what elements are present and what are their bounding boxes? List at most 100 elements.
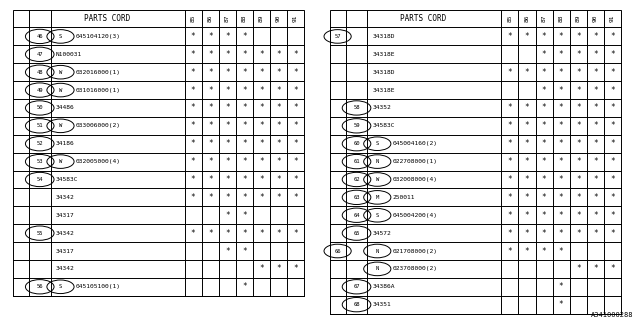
Text: 031016000(1): 031016000(1) <box>76 88 121 92</box>
Text: *: * <box>191 68 195 77</box>
Text: S: S <box>59 284 62 289</box>
Text: *: * <box>593 175 598 184</box>
Text: *: * <box>191 228 195 238</box>
Text: 34342: 34342 <box>56 231 74 236</box>
Text: 87: 87 <box>225 15 230 22</box>
Text: *: * <box>541 246 547 255</box>
Text: 68: 68 <box>353 302 360 307</box>
Text: *: * <box>593 50 598 59</box>
Text: *: * <box>610 85 614 95</box>
Text: *: * <box>225 193 230 202</box>
Text: *: * <box>293 139 298 148</box>
Text: *: * <box>259 157 264 166</box>
Text: *: * <box>576 32 580 41</box>
Text: *: * <box>576 211 580 220</box>
Text: *: * <box>610 193 614 202</box>
Text: W: W <box>59 123 62 128</box>
Text: *: * <box>541 211 547 220</box>
Text: *: * <box>191 50 195 59</box>
Text: 34318D: 34318D <box>372 70 395 75</box>
Text: *: * <box>225 211 230 220</box>
Text: *: * <box>610 157 614 166</box>
Text: *: * <box>242 68 246 77</box>
Text: *: * <box>276 193 281 202</box>
Text: *: * <box>559 300 563 309</box>
Text: *: * <box>559 32 563 41</box>
Text: 34342: 34342 <box>56 266 74 271</box>
Text: W: W <box>59 70 62 75</box>
Text: *: * <box>593 139 598 148</box>
Text: 34186: 34186 <box>56 141 74 146</box>
Text: 34318E: 34318E <box>372 88 395 92</box>
Text: *: * <box>293 193 298 202</box>
Text: N: N <box>376 249 379 253</box>
Text: *: * <box>225 228 230 238</box>
Text: 34583C: 34583C <box>372 123 395 128</box>
Text: *: * <box>525 139 529 148</box>
Text: *: * <box>610 175 614 184</box>
Text: *: * <box>276 50 281 59</box>
Text: *: * <box>208 193 212 202</box>
Text: *: * <box>559 50 563 59</box>
Text: 032005000(4): 032005000(4) <box>76 159 121 164</box>
Text: *: * <box>259 228 264 238</box>
Text: *: * <box>525 228 529 238</box>
Text: *: * <box>276 121 281 130</box>
Text: *: * <box>559 157 563 166</box>
Text: 34317: 34317 <box>56 249 74 253</box>
Text: 032008000(4): 032008000(4) <box>393 177 438 182</box>
Text: 48: 48 <box>36 70 43 75</box>
Text: *: * <box>559 228 563 238</box>
Text: *: * <box>576 121 580 130</box>
Text: *: * <box>191 32 195 41</box>
Text: *: * <box>559 193 563 202</box>
Text: *: * <box>593 32 598 41</box>
Text: *: * <box>208 121 212 130</box>
Text: *: * <box>259 103 264 112</box>
Text: *: * <box>541 68 547 77</box>
Text: *: * <box>559 139 563 148</box>
Text: *: * <box>559 175 563 184</box>
Text: *: * <box>276 175 281 184</box>
Text: 045105100(1): 045105100(1) <box>76 284 121 289</box>
Text: *: * <box>576 68 580 77</box>
Text: 89: 89 <box>575 15 580 22</box>
Text: 34318E: 34318E <box>372 52 395 57</box>
Text: *: * <box>208 175 212 184</box>
Text: 88: 88 <box>242 15 247 22</box>
Text: N: N <box>376 266 379 271</box>
Text: 045004200(4): 045004200(4) <box>393 213 438 218</box>
Text: *: * <box>559 211 563 220</box>
Text: *: * <box>225 50 230 59</box>
Text: *: * <box>559 282 563 291</box>
Text: *: * <box>276 103 281 112</box>
Text: 57: 57 <box>334 34 341 39</box>
Text: *: * <box>593 121 598 130</box>
Text: 50: 50 <box>36 106 43 110</box>
Text: *: * <box>541 228 547 238</box>
Text: 34351: 34351 <box>372 302 391 307</box>
Text: *: * <box>508 68 512 77</box>
Text: *: * <box>525 103 529 112</box>
Text: 62: 62 <box>353 177 360 182</box>
Text: *: * <box>541 157 547 166</box>
Text: *: * <box>191 157 195 166</box>
Text: *: * <box>276 264 281 273</box>
Text: *: * <box>259 50 264 59</box>
Text: 56: 56 <box>36 284 43 289</box>
Text: *: * <box>559 121 563 130</box>
Text: *: * <box>191 175 195 184</box>
Text: *: * <box>593 68 598 77</box>
Text: *: * <box>259 264 264 273</box>
Text: *: * <box>576 193 580 202</box>
Text: 023708000(2): 023708000(2) <box>393 266 438 271</box>
Text: *: * <box>508 157 512 166</box>
Text: *: * <box>508 246 512 255</box>
Text: *: * <box>242 246 246 255</box>
Text: *: * <box>259 175 264 184</box>
Text: *: * <box>508 121 512 130</box>
Text: *: * <box>541 121 547 130</box>
Text: *: * <box>191 193 195 202</box>
Text: *: * <box>208 68 212 77</box>
Text: *: * <box>508 211 512 220</box>
